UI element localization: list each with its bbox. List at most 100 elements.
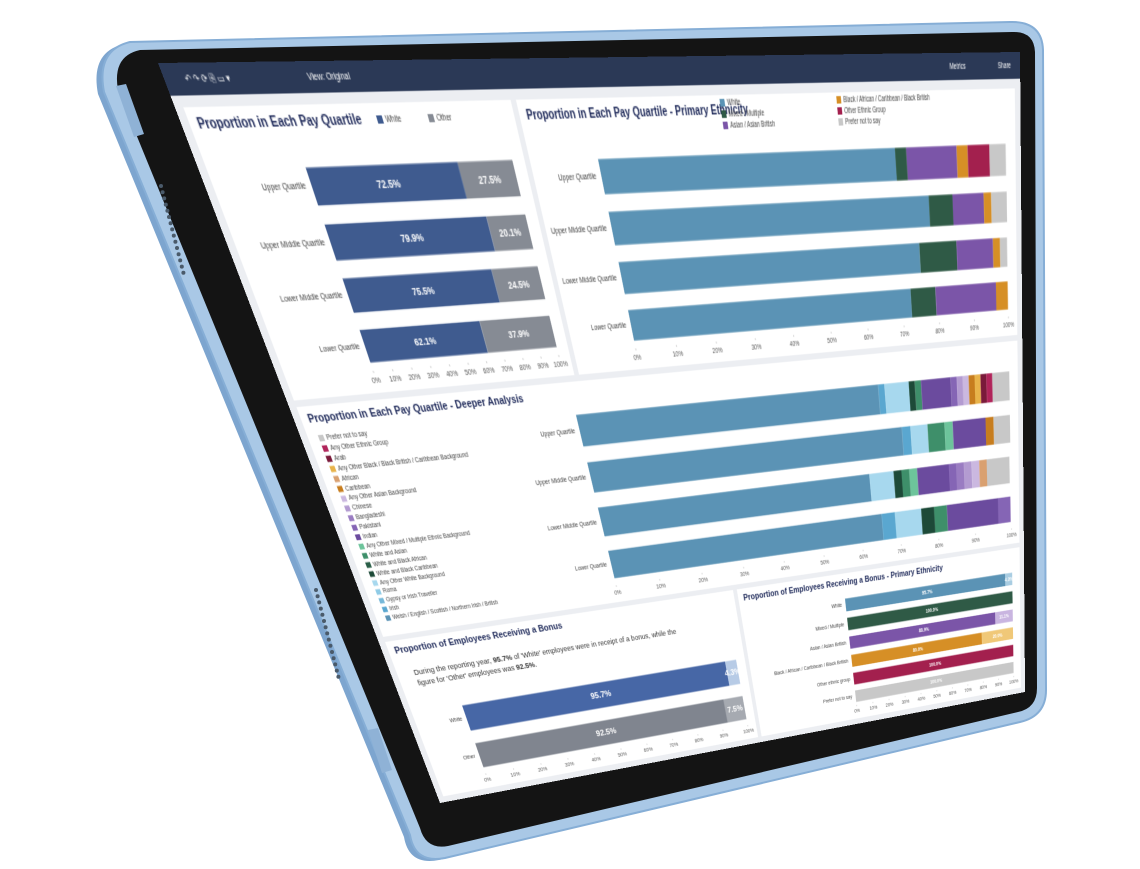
bar-segment (305, 162, 468, 206)
x-tick-label: 70% (964, 687, 972, 693)
speaker-hole (333, 662, 338, 667)
x-tick-label: 70% (669, 742, 679, 749)
x-tick-label: 90% (537, 362, 550, 371)
x-tick-label: 100% (1007, 532, 1017, 539)
summary-part: 95.7% (492, 653, 514, 664)
x-tick-label: 30% (426, 371, 440, 380)
x-tick-label: 100% (1003, 321, 1014, 329)
x-tick-label: 0% (614, 589, 622, 596)
x-tick-label: 50% (933, 693, 941, 699)
speaker-hole (328, 643, 333, 648)
category-label: Upper Quartile (261, 182, 309, 194)
value-label: 95.7% (922, 589, 933, 596)
x-tick-label: 50% (617, 751, 627, 758)
toolbar-icons: ↶ ↷ ⟳ ⎘ ▭ ▾ (183, 73, 232, 85)
bar-segment (971, 460, 980, 489)
bar-segment (920, 377, 952, 410)
legend-label: Arab (333, 453, 347, 461)
category-label: Upper Middle Quartile (550, 224, 608, 236)
value-label: 62.1% (413, 335, 438, 348)
value-label: 88.9% (919, 627, 930, 634)
bar-segment (974, 374, 982, 405)
x-tick-label: 50% (820, 559, 829, 566)
speaker-hole (320, 612, 325, 617)
x-tick-label: 90% (970, 324, 979, 332)
bar-segment (986, 456, 1010, 487)
x-tick-label: 90% (972, 537, 980, 544)
x-tick-label: 70% (501, 365, 514, 374)
speaker-hole (181, 270, 186, 275)
view-button[interactable]: View: Original (306, 71, 352, 83)
bar-segment (948, 463, 958, 492)
bar-segment (968, 374, 976, 405)
x-tick-label: 30% (902, 699, 910, 706)
category-label: Other ethnic group (817, 677, 851, 688)
x-tick-label: 20% (698, 576, 708, 584)
legend-label: Other (435, 113, 452, 123)
tick-mark (486, 361, 487, 363)
chart-title: Proportion in Each Pay Quartile - Primar… (525, 102, 749, 123)
x-tick-label: 20% (407, 373, 421, 382)
x-tick-label: 100% (743, 728, 754, 735)
x-tick-label: 10% (388, 374, 403, 383)
legend-label: Asian / Asian British (730, 120, 776, 130)
bar-segment (992, 371, 1010, 403)
category-label: Prefer not to say (823, 694, 853, 705)
speaker-hole (326, 637, 331, 642)
legend-label: Bangladeshi (355, 511, 386, 521)
share-button[interactable]: Share (998, 61, 1011, 71)
legend-label: Prefer not to say (845, 117, 881, 127)
x-tick-label: 20% (537, 766, 548, 773)
x-tick-label: 80% (694, 737, 704, 744)
legend-label: Pakistani (358, 521, 382, 530)
bar-segment (944, 421, 954, 451)
legend-swatch (837, 107, 843, 115)
bar-segment (963, 461, 973, 490)
bar-segment (910, 286, 937, 318)
value-label: 75.5% (410, 284, 436, 298)
x-tick-label: 0% (371, 376, 382, 385)
bar-segment (894, 147, 909, 181)
speaker-hole (160, 190, 165, 195)
x-tick-label: 40% (789, 340, 800, 349)
x-tick-label: 40% (591, 756, 601, 763)
speaker-hole (162, 196, 167, 201)
value-label: 4.3% (1005, 576, 1013, 582)
x-tick-label: 60% (643, 746, 653, 753)
bar-segment (869, 471, 896, 502)
bar-segment (980, 373, 988, 404)
bar-segment (927, 422, 946, 453)
speaker-hole (165, 208, 170, 213)
speaker-hole (163, 202, 168, 207)
legend-label: White and Asian (369, 547, 408, 558)
value-label: 79.9% (399, 231, 426, 245)
chart-title: Proportion in Each Pay Quartile (195, 112, 364, 133)
metrics-button[interactable]: Metrics (949, 62, 965, 72)
tick-mark (541, 356, 542, 358)
speaker-hole (323, 625, 328, 630)
speaker-hole (175, 246, 179, 250)
bar-segment (881, 512, 897, 541)
speaker-hole (314, 588, 318, 592)
bar-segment (991, 191, 1008, 223)
bar-segment (956, 376, 964, 406)
bar-segment (916, 464, 950, 496)
value-label: 92.5% (595, 726, 617, 738)
value-label: 7.5% (727, 704, 744, 715)
category-label: Lower Quartile (590, 322, 627, 333)
x-tick-label: 50% (827, 336, 837, 345)
x-tick-label: 60% (864, 333, 874, 341)
bar-segment (921, 506, 936, 535)
x-tick-label: 90% (995, 681, 1002, 687)
side-button (116, 84, 144, 137)
value-label: 4.3% (724, 667, 741, 678)
summary-part: 92.5% (515, 660, 536, 671)
category-label: Mixed / Multiple (815, 622, 845, 632)
screen: ↶ ↷ ⟳ ⎘ ▭ ▾ View: Original Metrics Share… (158, 52, 1026, 804)
speaker-hole (173, 239, 178, 244)
bar-segment (993, 414, 1011, 445)
bar-segment (962, 375, 970, 406)
value-label: 72.5% (375, 176, 403, 191)
legend-label: White (727, 98, 741, 107)
